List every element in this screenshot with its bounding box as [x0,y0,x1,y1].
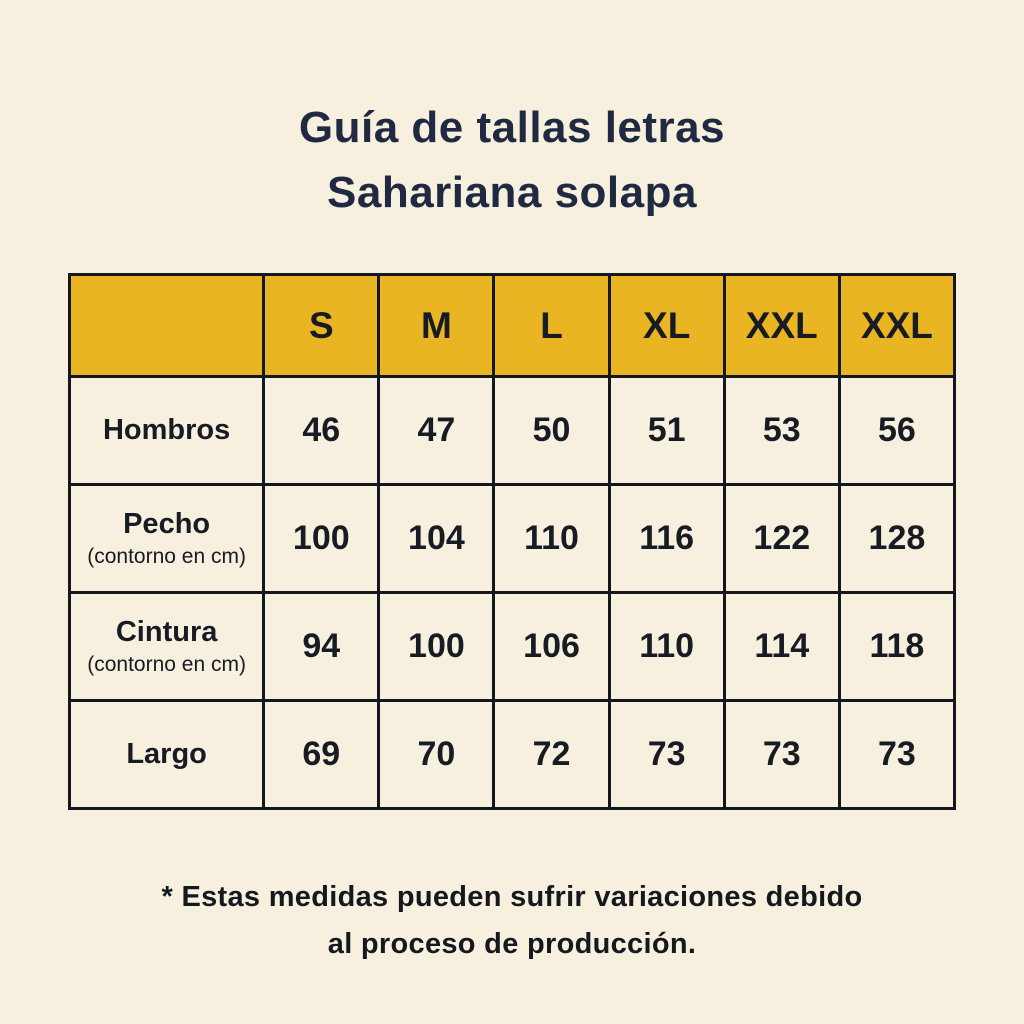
page-title: Guía de tallas letras Sahariana solapa [0,0,1024,225]
size-value-cell: 100 [377,591,496,703]
row-label: Largo [126,737,207,770]
row-label-cell: Cintura (contorno en cm) [67,591,266,703]
size-value-cell: 94 [262,591,381,703]
table-row-largo: Largo 69 70 72 73 73 73 [67,699,957,811]
row-label: Pecho [123,507,211,540]
size-value-cell: 118 [837,591,957,703]
header-cell-size-xxl-1: XXL [722,273,841,379]
size-value-cell: 73 [722,699,841,811]
size-value-cell: 104 [377,483,496,595]
row-label: Hombros [102,413,231,446]
row-label: Cintura [115,615,218,648]
size-value-cell: 116 [607,483,726,595]
footnote: * Estas medidas pueden sufrir variacione… [0,874,1024,967]
table-row-hombros: Hombros 46 47 50 51 53 56 [67,375,957,487]
size-value-cell: 50 [492,375,611,487]
size-value-cell: 47 [377,375,496,487]
header-cell-size-s: S [262,273,381,379]
size-value-cell: 128 [837,483,957,595]
size-table: S M L XL XXL XXL Hombros 46 47 50 51 53 … [67,273,957,811]
table-header-row: S M L XL XXL XXL [67,273,957,379]
size-value-cell: 56 [837,375,957,487]
size-value-cell: 110 [492,483,611,595]
table-row-cintura: Cintura (contorno en cm) 94 100 106 110 … [67,591,957,703]
row-label-cell: Pecho (contorno en cm) [67,483,266,595]
row-sublabel: (contorno en cm) [87,652,246,676]
table-row-pecho: Pecho (contorno en cm) 100 104 110 116 1… [67,483,957,595]
size-value-cell: 53 [722,375,841,487]
size-value-cell: 106 [492,591,611,703]
size-value-cell: 73 [607,699,726,811]
row-sublabel: (contorno en cm) [87,544,246,568]
header-cell-size-m: M [377,273,496,379]
header-cell-empty [67,273,266,379]
size-value-cell: 122 [722,483,841,595]
title-line-2: Sahariana solapa [327,168,697,218]
size-value-cell: 110 [607,591,726,703]
row-label-cell: Largo [67,699,266,811]
header-cell-size-xl: XL [607,273,726,379]
size-value-cell: 100 [262,483,381,595]
footnote-line-1: * Estas medidas pueden sufrir variacione… [161,881,863,914]
size-value-cell: 73 [837,699,957,811]
footnote-line-2: al proceso de producción. [327,927,697,960]
size-value-cell: 51 [607,375,726,487]
row-label-cell: Hombros [67,375,266,487]
size-value-cell: 69 [262,699,381,811]
size-value-cell: 72 [492,699,611,811]
title-line-1: Guía de tallas letras [298,103,726,152]
size-value-cell: 46 [262,375,381,487]
size-value-cell: 70 [377,699,496,811]
header-cell-size-xxl-2: XXL [837,273,957,379]
header-cell-size-l: L [492,273,611,379]
size-value-cell: 114 [722,591,841,703]
